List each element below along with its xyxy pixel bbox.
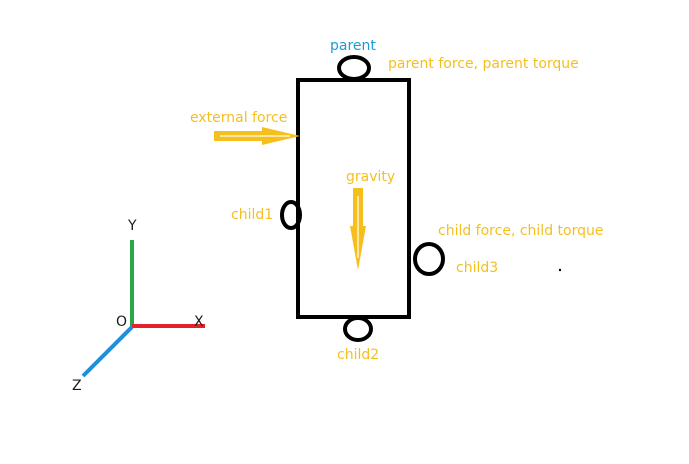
origin-label: O xyxy=(116,314,127,330)
child-force-label: child force, child torque xyxy=(438,223,603,239)
z-axis-label: Z xyxy=(72,378,82,394)
x-axis-label: X xyxy=(194,314,204,330)
external-force-label: external force xyxy=(190,110,287,126)
external-force-arrow xyxy=(214,127,300,145)
z-axis xyxy=(81,325,134,378)
y-axis-label: Y xyxy=(127,218,137,234)
stray-dot xyxy=(558,268,562,272)
child1-joint xyxy=(280,200,302,230)
parent-force-label: parent force, parent torque xyxy=(388,56,579,72)
parent-label: parent xyxy=(330,38,376,54)
child2-label: child2 xyxy=(337,347,379,363)
child2-joint xyxy=(343,316,373,342)
coordinate-frame xyxy=(81,240,205,378)
child1-label: child1 xyxy=(231,207,273,223)
child3-joint xyxy=(413,242,445,276)
gravity-label: gravity xyxy=(346,169,395,185)
gravity-arrow xyxy=(350,188,366,270)
child3-label: child3 xyxy=(456,260,498,276)
parent-joint xyxy=(337,55,371,81)
